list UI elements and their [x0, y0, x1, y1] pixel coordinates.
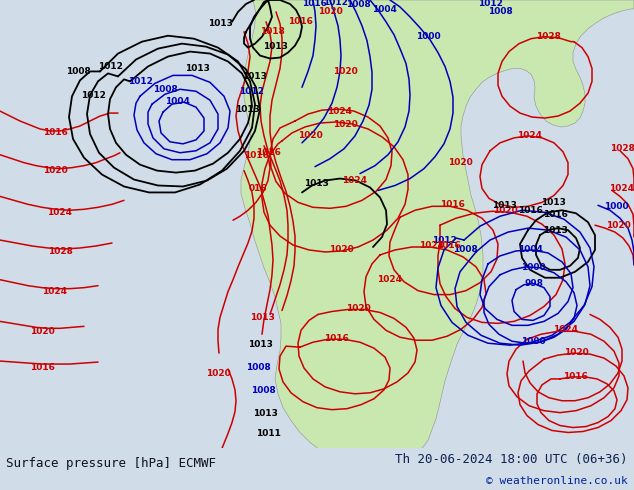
Text: 1020: 1020	[564, 347, 588, 357]
Text: 1016: 1016	[562, 372, 588, 381]
Text: 1008: 1008	[488, 7, 512, 16]
Text: 1013: 1013	[304, 179, 328, 188]
Text: 1016: 1016	[517, 206, 543, 215]
Text: 1000: 1000	[604, 202, 628, 211]
Text: 1016: 1016	[30, 363, 55, 371]
Text: © weatheronline.co.uk: © weatheronline.co.uk	[486, 475, 628, 486]
Text: 1008: 1008	[153, 85, 178, 94]
Text: 1016: 1016	[439, 200, 465, 209]
Text: 1020: 1020	[30, 327, 55, 336]
Text: 1020: 1020	[205, 369, 230, 378]
Text: 1000: 1000	[521, 263, 545, 272]
Text: 1016: 1016	[42, 128, 67, 137]
Text: 1013: 1013	[541, 198, 566, 207]
Text: 1020: 1020	[42, 166, 67, 175]
Text: 1024: 1024	[420, 241, 444, 249]
Text: 1020: 1020	[318, 7, 342, 16]
Text: 1012: 1012	[477, 0, 502, 8]
Text: 1020: 1020	[605, 220, 630, 230]
Text: 1013: 1013	[252, 409, 278, 418]
Text: 1011: 1011	[256, 429, 280, 438]
Text: 1024: 1024	[609, 184, 634, 193]
Text: 1028: 1028	[609, 144, 634, 153]
Text: 1028: 1028	[48, 247, 72, 256]
Text: 1016: 1016	[256, 148, 280, 157]
Text: 1013: 1013	[262, 42, 287, 51]
Text: 1013: 1013	[242, 72, 266, 81]
Text: 1004: 1004	[165, 97, 190, 106]
Text: 1012: 1012	[432, 236, 456, 245]
Text: 1004: 1004	[372, 5, 396, 14]
Text: 1008: 1008	[453, 245, 477, 254]
Text: 1016: 1016	[243, 151, 268, 160]
Text: 1008: 1008	[245, 363, 270, 371]
Text: 1012: 1012	[323, 0, 347, 7]
Text: 1024: 1024	[328, 107, 353, 116]
Text: 1024: 1024	[42, 287, 67, 296]
Text: 1020: 1020	[297, 131, 322, 141]
Text: 1013: 1013	[250, 313, 275, 322]
Text: 1013: 1013	[247, 340, 273, 349]
Text: 1018: 1018	[259, 27, 285, 36]
Text: 1016: 1016	[323, 334, 349, 343]
Text: 1012: 1012	[127, 77, 152, 86]
Text: Th 20-06-2024 18:00 UTC (06+36): Th 20-06-2024 18:00 UTC (06+36)	[395, 453, 628, 466]
Text: 1016: 1016	[288, 17, 313, 26]
Text: 1008: 1008	[250, 386, 275, 395]
Text: 1020: 1020	[333, 121, 358, 129]
Text: 1004: 1004	[517, 245, 543, 254]
Text: 1012: 1012	[98, 62, 122, 71]
Text: 1020: 1020	[328, 245, 353, 254]
Text: 1013: 1013	[207, 19, 233, 28]
Text: 998: 998	[524, 279, 543, 288]
Text: 1012: 1012	[238, 87, 264, 96]
Text: 1008: 1008	[66, 67, 91, 76]
Text: 1024: 1024	[553, 325, 578, 334]
Text: 1016: 1016	[543, 210, 567, 219]
Text: 1028: 1028	[536, 32, 560, 41]
Text: 1024: 1024	[342, 176, 368, 185]
Text: 1020: 1020	[448, 158, 472, 167]
Text: 1000: 1000	[416, 32, 440, 41]
Text: 1012: 1012	[81, 91, 105, 100]
Text: 1020: 1020	[493, 206, 517, 215]
Text: 1024: 1024	[517, 131, 543, 141]
Text: 016: 016	[249, 184, 268, 193]
Text: 1016: 1016	[302, 0, 327, 8]
Text: 1013: 1013	[543, 225, 567, 235]
Text: 1016: 1016	[436, 241, 460, 249]
Text: 1013: 1013	[235, 104, 259, 114]
Text: 1008: 1008	[346, 0, 370, 9]
Text: 1013: 1013	[491, 201, 517, 210]
Text: 1024: 1024	[377, 275, 403, 284]
Text: 1020: 1020	[333, 67, 358, 76]
Text: 1000: 1000	[521, 337, 545, 346]
Text: 1013: 1013	[184, 64, 209, 73]
Text: 1020: 1020	[346, 304, 370, 313]
Text: 1024: 1024	[48, 208, 72, 217]
Text: Surface pressure [hPa] ECMWF: Surface pressure [hPa] ECMWF	[6, 457, 216, 470]
Polygon shape	[241, 0, 634, 448]
